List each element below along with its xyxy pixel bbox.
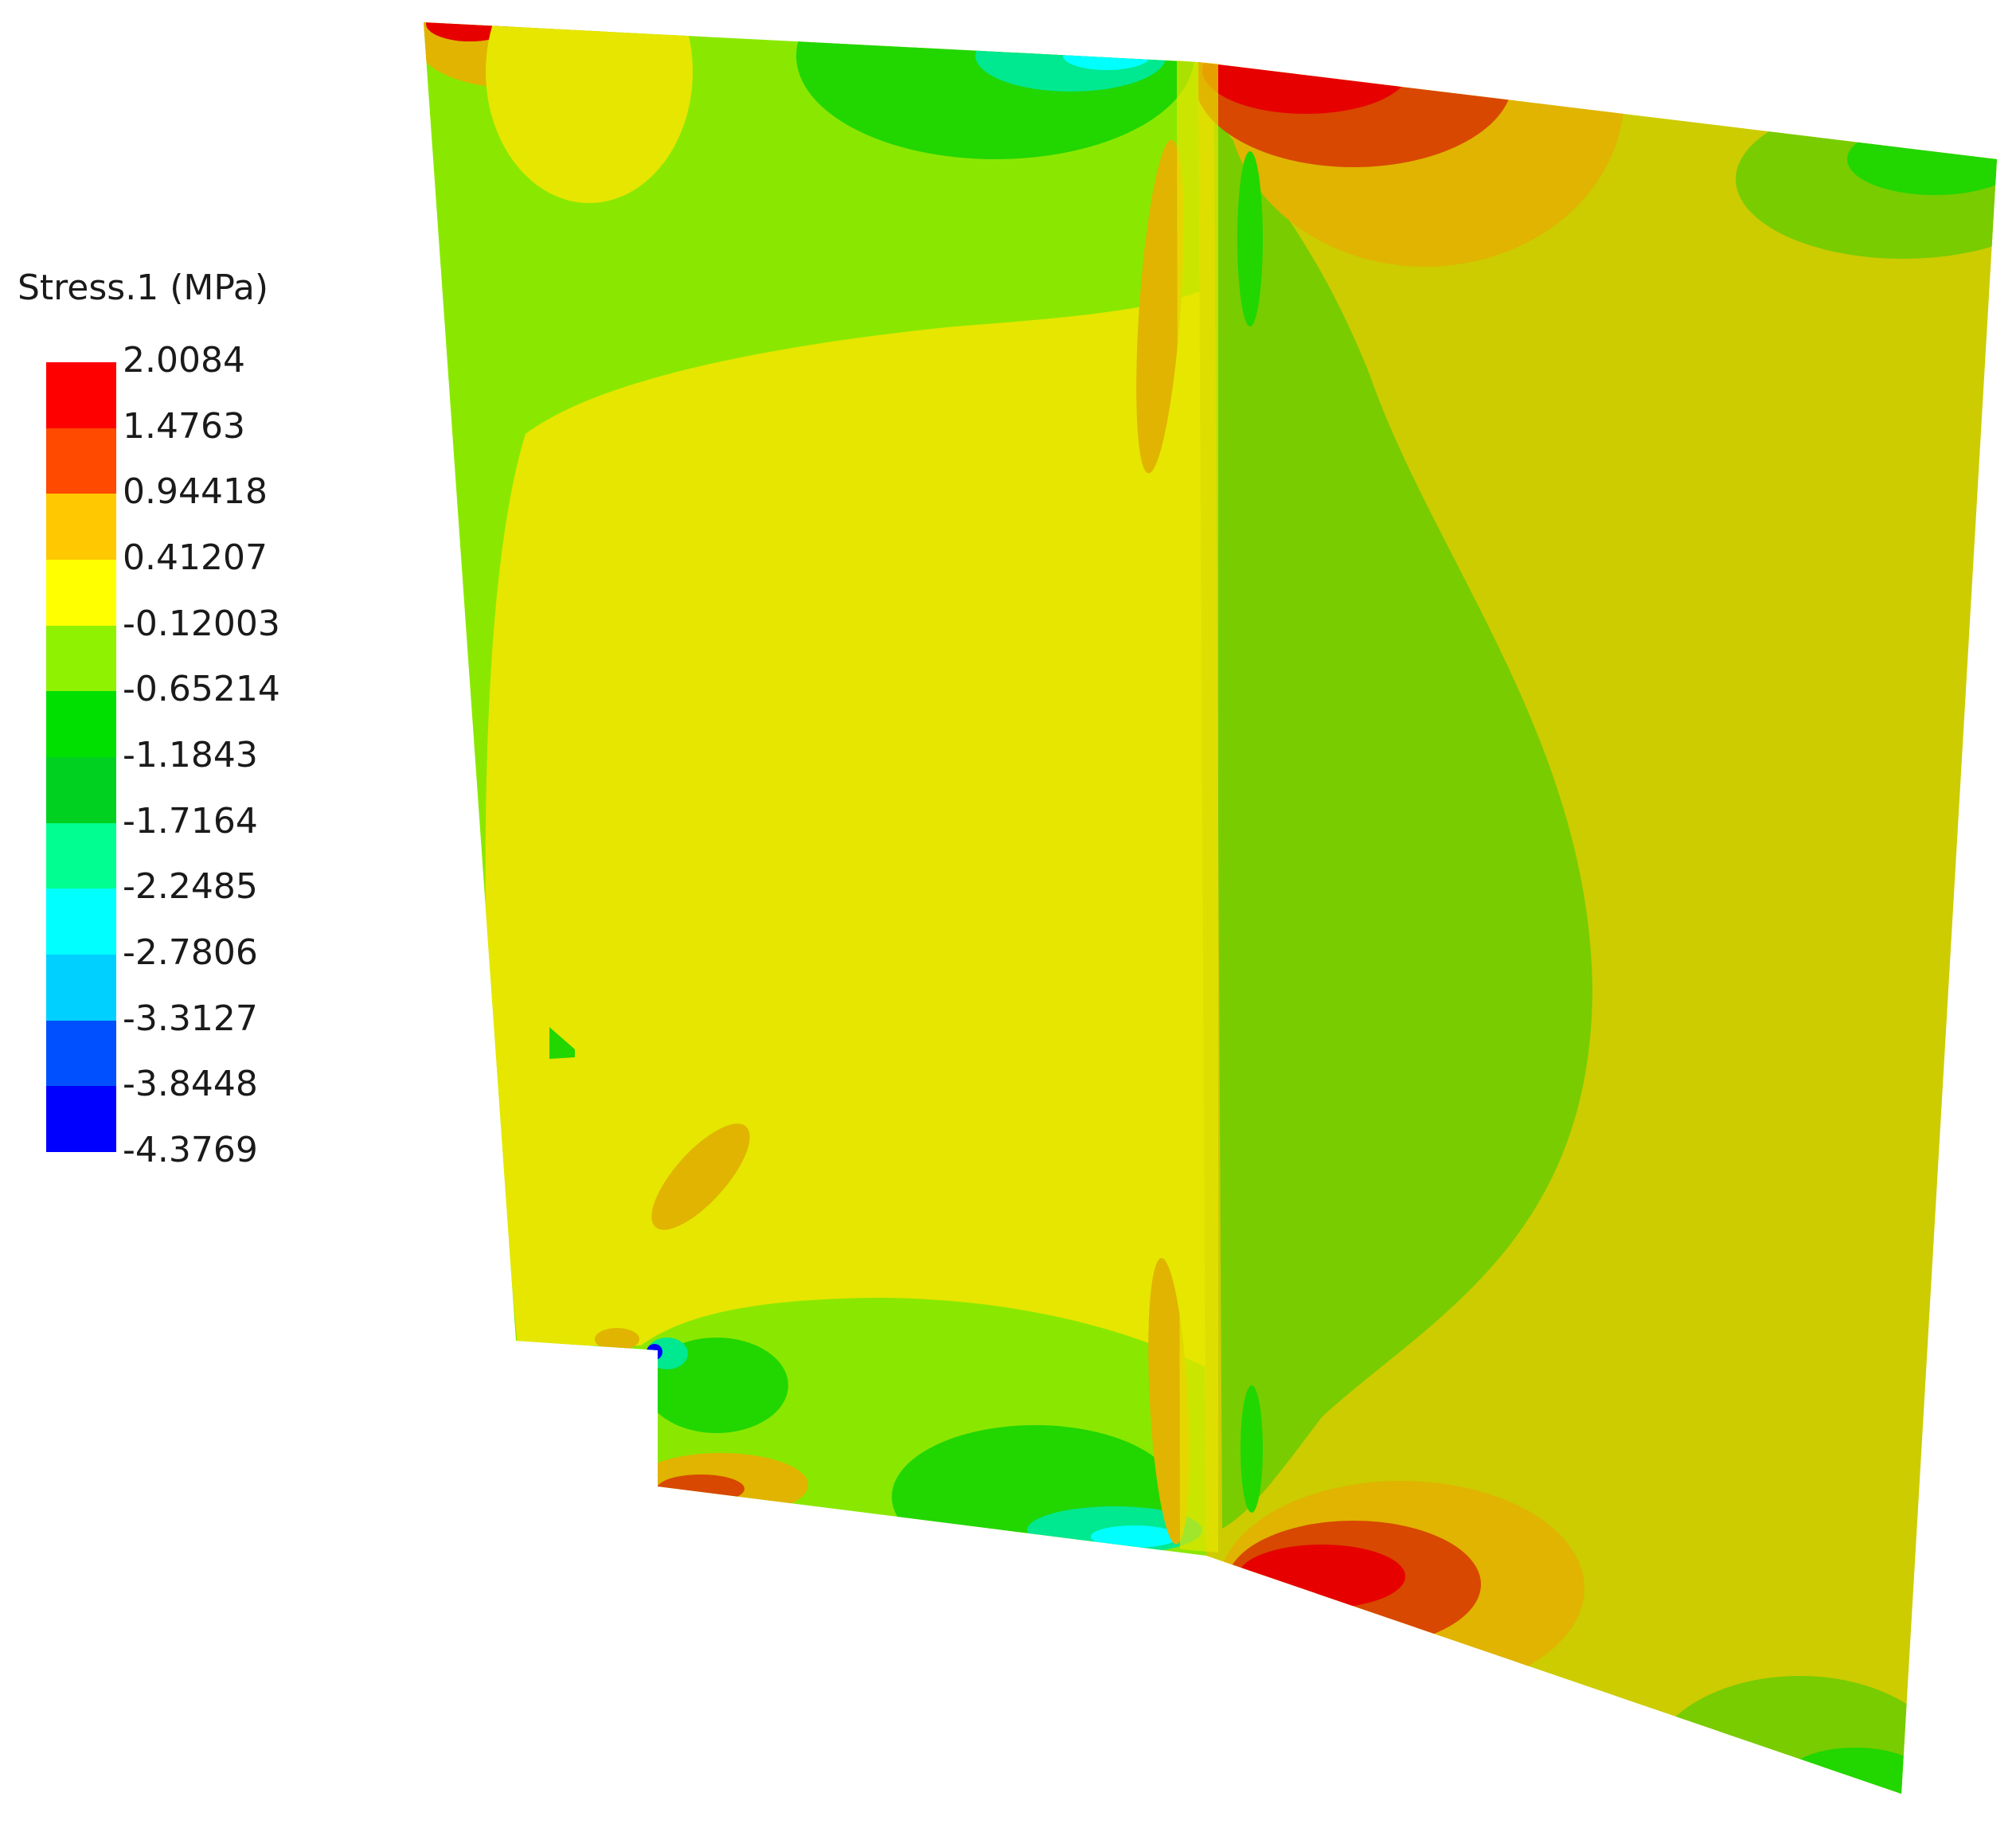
legend-tick-label: -3.8448 [123,1064,258,1105]
legend-tick-label: -0.65214 [123,669,280,710]
right-bottom-red-core [1238,1545,1405,1608]
left-bottom-cyan-core [1091,1525,1178,1548]
legend-tick-label: -1.1843 [123,735,258,775]
legend-swatch [46,428,116,494]
legend-title: Stress.1 (MPa) [18,268,269,308]
left-bottom-green-lobe-2 [892,1425,1178,1556]
legend-swatch [46,1020,116,1087]
legend-tick-label: -2.2485 [123,866,258,908]
notch-stress-blue [647,1344,662,1360]
right-top-green-column [1237,151,1263,326]
legend-swatch [46,822,116,889]
legend-tick-label: 0.94418 [123,471,268,513]
legend-tick-label: -1.7164 [123,800,258,842]
fold-edge [1177,61,1218,1553]
right-top-red-core [1202,62,1409,114]
notch-orange [595,1328,639,1350]
legend-tick-label: -2.7806 [123,932,258,973]
legend-tick-label: -4.3769 [123,1130,258,1170]
legend-swatch [46,955,116,1021]
left-top-yellow-lobe [486,22,693,203]
right-bottom-corner-core [1784,1748,1927,1794]
legend-tick-label: -0.12003 [123,603,280,644]
right-panel [1198,62,1997,1794]
left-vertical-orange-top [1136,139,1184,474]
left-small-green-patch [549,1027,575,1059]
legend-tick-label: 1.4763 [123,405,245,447]
legend-tick-label: -3.3127 [123,998,258,1039]
legend-swatch [46,691,116,758]
legend-tick-label: 0.41207 [123,537,268,578]
left-panel [424,22,1206,1556]
legend-swatch [46,757,116,824]
right-top-corner-core [1847,123,1997,195]
legend-swatch [46,560,116,627]
legend-swatch [46,625,116,692]
notch-stress-cyan [647,1338,688,1369]
color-legend-bar [46,362,116,1153]
left-vertical-orange-bottom [1148,1258,1190,1545]
legend-swatch [46,362,116,429]
left-mid-orange [651,1123,750,1230]
legend-swatch [46,889,116,955]
left-top-cyan-core [1063,41,1151,70]
right-bottom-green-column [1240,1385,1263,1513]
left-yellow-core [485,287,1206,1369]
right-green-bulge [1214,119,1592,1529]
legend-swatch [46,1086,116,1153]
legend-swatch [46,494,116,560]
legend-tick-label: 2.0084 [123,340,245,381]
left-bottom-red [657,1474,744,1503]
